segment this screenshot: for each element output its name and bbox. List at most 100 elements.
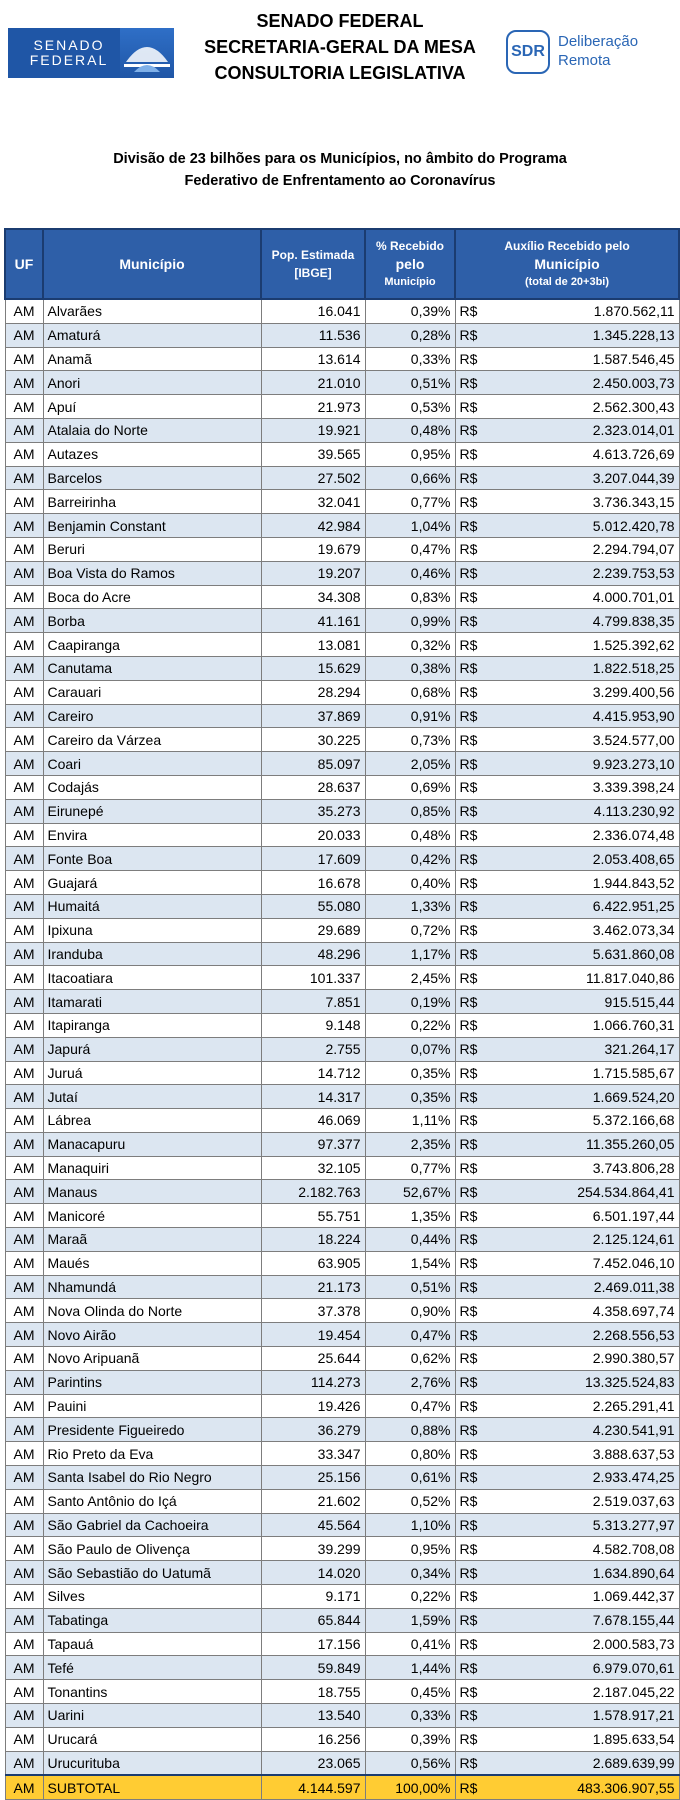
cell-uf: AM [4, 727, 44, 753]
cell-municipio: Amaturá [42, 322, 262, 348]
cell-uf: AM [4, 822, 44, 848]
cell-currency: R$ [454, 536, 483, 562]
table-row: AM Barreirinha 32.041 0,77% R$ 3.736.343,15 [4, 489, 680, 515]
subtotal-pct: 100,00% [364, 1774, 456, 1800]
sdr-line2: Remota [558, 52, 611, 69]
cell-pct: 0,45% [364, 1679, 456, 1705]
cell-currency: R$ [454, 298, 483, 324]
cell-pct: 0,53% [364, 394, 456, 419]
cell-municipio: Atalaia do Norte [42, 417, 262, 443]
cell-uf: AM [4, 346, 44, 372]
cell-uf: AM [4, 298, 44, 324]
subtotal-label: SUBTOTAL [42, 1774, 262, 1800]
cell-municipio: Urucará [42, 1726, 262, 1752]
cell-pop: 45.564 [260, 1512, 366, 1538]
table-row: AM Manacapuru 97.377 2,35% R$ 11.355.260,05 [4, 1131, 680, 1157]
cell-municipio: Envira [42, 822, 262, 848]
cell-uf: AM [4, 1108, 44, 1133]
cell-municipio: Silves [42, 1584, 262, 1609]
cell-municipio: Santa Isabel do Rio Negro [42, 1465, 262, 1490]
table-row: AM Itacoatiara 101.337 2,45% R$ 11.817.040,86 [4, 965, 680, 991]
cell-valor: 1.715.585,67 [483, 1060, 680, 1086]
cell-uf: AM [4, 536, 44, 562]
cell-municipio: Eirunepé [42, 798, 262, 824]
table-row: AM Pauini 19.426 0,47% R$ 2.265.291,41 [4, 1393, 680, 1419]
cell-pct: 0,40% [364, 870, 456, 895]
org-consultoria: CONSULTORIA LEGISLATIVA [214, 63, 466, 83]
cell-pop: 2.182.763 [260, 1179, 366, 1205]
cell-currency: R$ [454, 798, 483, 824]
cell-pct: 0,51% [364, 1274, 456, 1300]
cell-valor: 1.870.562,11 [483, 298, 680, 324]
cell-uf: AM [4, 1393, 44, 1419]
cell-uf: AM [4, 1012, 44, 1038]
cell-uf: AM [4, 798, 44, 824]
table-row: AM Fonte Boa 17.609 0,42% R$ 2.053.408,65 [4, 846, 680, 872]
cell-uf: AM [4, 608, 44, 634]
header-auxilio: Auxílio Recebido pelo Município (total d… [453, 228, 680, 300]
sdr-deliberacao-remota-logo: SDR Deliberação Remota [506, 30, 666, 78]
cell-currency: R$ [454, 1750, 483, 1776]
cell-pop: 28.637 [260, 774, 366, 800]
cell-municipio: Caapiranga [42, 632, 262, 657]
cell-valor: 321.264,17 [483, 1036, 680, 1062]
cell-municipio: Barreirinha [42, 489, 262, 515]
cell-valor: 1.069.442,37 [483, 1584, 680, 1609]
cell-municipio: Juruá [42, 1060, 262, 1086]
cell-pop: 42.984 [260, 513, 366, 538]
table-row: AM Maués 63.905 1,54% R$ 7.452.046,10 [4, 1250, 680, 1276]
table-row: AM Urucurituba 23.065 0,56% R$ 2.689.639,99 [4, 1750, 680, 1776]
cell-valor: 1.578.917,21 [483, 1703, 680, 1728]
cell-pct: 0,47% [364, 1322, 456, 1348]
cell-uf: AM [4, 1298, 44, 1324]
cell-pop: 21.173 [260, 1274, 366, 1300]
cell-municipio: Alvarães [42, 298, 262, 324]
cell-municipio: Rio Preto da Eva [42, 1441, 262, 1467]
cell-currency: R$ [454, 1679, 483, 1705]
cell-currency: R$ [454, 1227, 483, 1252]
cell-pop: 14.317 [260, 1084, 366, 1110]
cell-currency: R$ [454, 1346, 483, 1371]
cell-pop: 27.502 [260, 465, 366, 491]
table-row: AM Japurá 2.755 0,07% R$ 321.264,17 [4, 1036, 680, 1062]
table-row: AM São Gabriel da Cachoeira 45.564 1,10% R$ 5… [4, 1512, 680, 1538]
cell-pop: 32.105 [260, 1155, 366, 1181]
cell-currency: R$ [454, 489, 483, 515]
cell-currency: R$ [454, 465, 483, 491]
cell-currency: R$ [454, 679, 483, 705]
cell-uf: AM [4, 1441, 44, 1467]
cell-pop: 48.296 [260, 941, 366, 967]
cell-municipio: Itapiranga [42, 1012, 262, 1038]
table-row: AM Lábrea 46.069 1,11% R$ 5.372.166,68 [4, 1108, 680, 1133]
cell-pop: 37.869 [260, 703, 366, 729]
cell-currency: R$ [454, 1512, 483, 1538]
cell-pct: 2,45% [364, 965, 456, 991]
cell-uf: AM [4, 1703, 44, 1728]
cell-currency: R$ [454, 1393, 483, 1419]
cell-pop: 21.010 [260, 370, 366, 396]
cell-pct: 2,05% [364, 751, 456, 776]
cell-pop: 15.629 [260, 655, 366, 681]
table-row: AM Beruri 19.679 0,47% R$ 2.294.794,07 [4, 536, 680, 562]
cell-valor: 3.462.073,34 [483, 917, 680, 943]
table-row: AM Urucará 16.256 0,39% R$ 1.895.633,54 [4, 1726, 680, 1752]
cell-municipio: Codajás [42, 774, 262, 800]
cell-valor: 1.587.546,45 [483, 346, 680, 372]
cell-pct: 0,39% [364, 298, 456, 324]
sdr-badge-icon: SDR [506, 30, 550, 74]
cell-pct: 0,35% [364, 1084, 456, 1110]
cell-valor: 3.743.806,28 [483, 1155, 680, 1181]
cell-pct: 52,67% [364, 1179, 456, 1205]
cell-currency: R$ [454, 1631, 483, 1657]
header-pct: % Recebido pelo Município [364, 228, 456, 300]
cell-municipio: Japurá [42, 1036, 262, 1062]
senado-logo-line1: SENADO [33, 37, 105, 53]
cell-valor: 6.979.070,61 [483, 1655, 680, 1681]
cell-municipio: Borba [42, 608, 262, 634]
org-name: SENADO FEDERAL [256, 11, 424, 31]
cell-uf: AM [4, 1227, 44, 1252]
table-row: AM São Sebastião do Uatumã 14.020 0,34% R$ 1.… [4, 1560, 680, 1586]
table-row: AM Silves 9.171 0,22% R$ 1.069.442,37 [4, 1584, 680, 1609]
cell-pct: 0,47% [364, 536, 456, 562]
cell-valor: 2.294.794,07 [483, 536, 680, 562]
